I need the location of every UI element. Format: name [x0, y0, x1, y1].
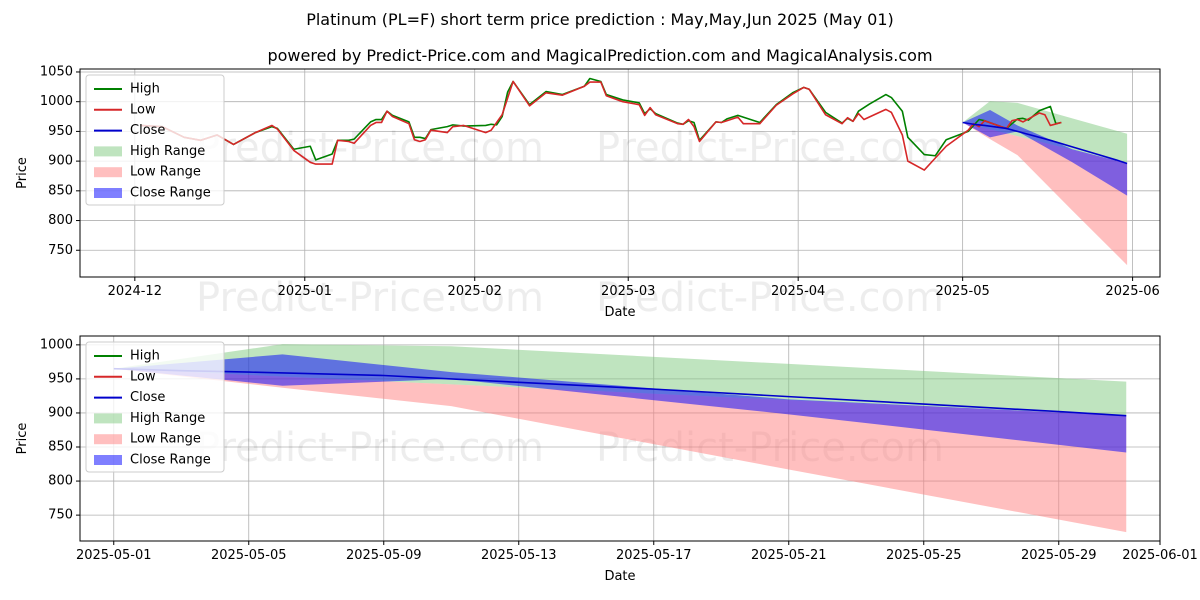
y-tick-label: 1000: [40, 94, 73, 109]
legend-swatch-low-range: [94, 434, 122, 445]
close-range-area: [113, 354, 1127, 453]
x-tick-label: 2025-02: [448, 284, 502, 299]
watermark-text: Predict-Price.com: [196, 275, 544, 321]
chart-subtitle: powered by Predict-Price.com and Magical…: [267, 46, 933, 65]
x-axis-label: Date: [604, 569, 635, 584]
axes-frame: [79, 335, 1161, 542]
x-tick-label: 2025-04: [771, 284, 825, 299]
legend-label: Close: [130, 390, 165, 405]
legend: High Low Close High Range Low Range Close Ran…: [85, 341, 225, 473]
legend-label: Close Range: [130, 453, 211, 468]
y-tick-label: 800: [48, 474, 73, 489]
legend-label: High: [130, 349, 160, 364]
legend-label: Low: [130, 102, 156, 117]
y-tick-label: 1050: [40, 64, 73, 79]
close-series-line: [962, 121, 1128, 165]
x-axis-label: Date: [604, 305, 635, 320]
chart-panel-2: Predict-Price.comPredict-Price.com750800…: [15, 335, 1198, 584]
watermark-text: Predict-Price.com: [196, 425, 544, 471]
high-range-area: [962, 101, 1128, 164]
close-range-area: [962, 110, 1128, 196]
legend-swatch-high-range: [94, 146, 122, 157]
y-tick-label: 850: [48, 440, 73, 455]
plot-area: [113, 344, 1127, 533]
plot-area: [140, 77, 1128, 266]
legend-label: Low Range: [130, 165, 201, 180]
y-tick-label: 950: [48, 371, 73, 386]
watermark-text: Predict-Price.com: [596, 125, 944, 171]
axes-frame: [79, 68, 1161, 278]
x-tick-label: 2025-05-17: [616, 548, 692, 563]
y-tick-label: 950: [48, 124, 73, 139]
x-tick-label: 2025-05: [935, 284, 989, 299]
legend-swatch-high-range: [94, 413, 122, 424]
y-axis-label: Price: [15, 157, 30, 189]
y-tick-label: 1000: [40, 337, 73, 352]
legend-label: Low Range: [130, 432, 201, 447]
high-series-line: [140, 77, 1062, 161]
legend-swatch-close-range: [94, 455, 122, 465]
y-axis-label: Price: [15, 423, 30, 455]
legend-swatch-low-range: [94, 167, 122, 178]
x-tick-label: 2025-05-29: [1021, 548, 1097, 563]
legend-label: Low: [130, 369, 156, 384]
legend-label: Close: [130, 123, 165, 138]
x-tick-label: 2025-03: [601, 284, 655, 299]
x-tick-label: 2025-05-09: [346, 548, 422, 563]
x-tick-label: 2025-05-21: [751, 548, 827, 563]
legend-label: High Range: [130, 411, 205, 426]
low-series-line: [140, 80, 1062, 171]
legend-swatch-close-range: [94, 188, 122, 198]
x-tick-label: 2025-05-25: [886, 548, 962, 563]
y-tick-label: 750: [48, 508, 73, 523]
close-series-line: [113, 367, 1127, 417]
x-tick-label: 2025-01: [278, 284, 332, 299]
y-tick-label: 750: [48, 243, 73, 258]
y-tick-label: 800: [48, 213, 73, 228]
legend-label: Close Range: [130, 186, 211, 201]
x-tick-label: 2025-06-01: [1122, 548, 1198, 563]
x-tick-label: 2025-06: [1105, 284, 1159, 299]
legend-label: High: [130, 82, 160, 97]
legend-label: High Range: [130, 144, 205, 159]
y-tick-label: 900: [48, 154, 73, 169]
chart-panel-1: Predict-Price.com Predict-Price.com Predic…: [15, 64, 1161, 321]
x-tick-label: 2024-12: [108, 284, 162, 299]
legend: High Low Close High Range Low Range Close Ran…: [85, 74, 225, 206]
y-tick-label: 850: [48, 183, 73, 198]
chart-title: Platinum (PL=F) short term price predict…: [306, 10, 894, 29]
watermark-text: Predict-Price.com: [596, 275, 944, 321]
x-tick-label: 2025-05-05: [211, 548, 287, 563]
high-range-area: [113, 344, 1127, 416]
x-tick-label: 2025-05-01: [76, 548, 152, 563]
x-tick-label: 2025-05-13: [481, 548, 557, 563]
y-tick-label: 900: [48, 405, 73, 420]
watermark-text: Predict-Price.com: [196, 125, 544, 171]
